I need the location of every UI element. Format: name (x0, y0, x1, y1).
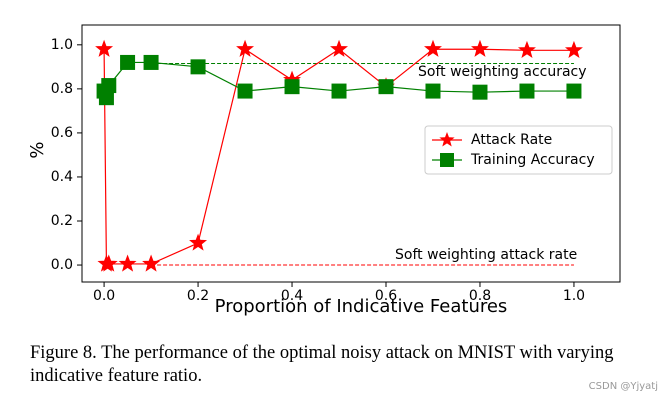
star-marker (424, 39, 442, 57)
square-marker (120, 54, 136, 70)
y-tick-label: 0.0 (51, 257, 73, 273)
x-tick-label: 0.2 (187, 288, 209, 304)
star-marker (118, 254, 137, 272)
y-axis-label: % (27, 141, 48, 158)
star-marker (236, 39, 255, 57)
y-tick-label: 0.6 (51, 125, 73, 141)
x-tick-label: 0.0 (93, 288, 115, 304)
reference-label: Soft weighting accuracy (418, 64, 587, 80)
reference-label: Soft weighting attack rate (395, 247, 577, 263)
legend-label: Attack Rate (471, 132, 552, 148)
y-tick-label: 0.8 (51, 81, 73, 97)
legend-box (424, 125, 613, 175)
caption: Figure 8. The performance of the optimal… (30, 343, 614, 386)
star-marker (95, 39, 114, 57)
square-marker (284, 79, 300, 95)
chart: 0.0 0.2 0.4 0.6 0.8 1.0 0.0 0.2 0.4 0.6 0.8 1.0 Prop… (27, 24, 621, 317)
legend: Attack Rate Training Accuracy (424, 125, 613, 175)
y-tick-label: 1.0 (51, 37, 73, 53)
x-tick-label: 1.0 (563, 288, 585, 304)
legend-marker (439, 132, 455, 147)
star-marker (99, 254, 118, 272)
x-axis-label: Proportion of Indicative Features (215, 296, 508, 317)
legend-label: Training Accuracy (470, 152, 595, 168)
star-marker (564, 40, 583, 58)
square-marker (519, 83, 535, 99)
y-tick-label: 0.2 (51, 213, 73, 229)
x-tick-label: 0.6 (375, 288, 397, 304)
star-marker (518, 40, 536, 58)
square-marker (143, 54, 159, 70)
x-tick-label: 0.8 (469, 288, 491, 304)
watermark: CSDN @Yjyatj (588, 381, 658, 392)
star-marker (471, 39, 489, 57)
star-marker (189, 233, 208, 251)
x-tick-label: 0.4 (281, 288, 303, 304)
star-marker (330, 39, 348, 57)
square-marker (378, 79, 394, 95)
star-marker (142, 254, 161, 272)
legend-marker (440, 153, 454, 167)
square-marker (237, 83, 253, 99)
square-marker (101, 78, 117, 94)
square-marker (190, 59, 206, 75)
square-marker (425, 83, 441, 99)
square-marker (566, 83, 582, 99)
square-marker (472, 84, 488, 100)
plot-frame (81, 24, 621, 283)
square-marker (331, 83, 347, 99)
y-tick-label: 0.4 (51, 169, 73, 185)
